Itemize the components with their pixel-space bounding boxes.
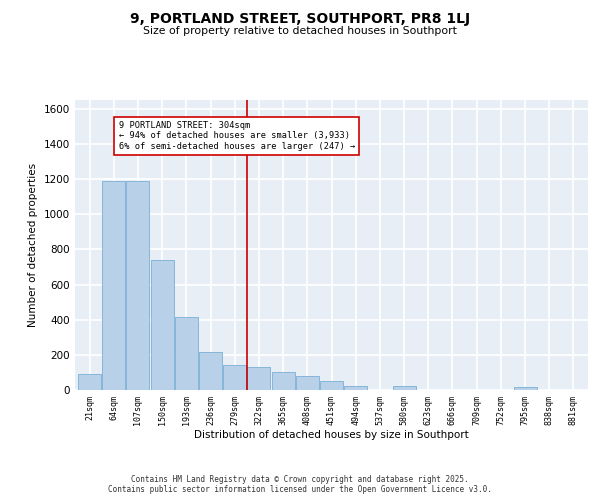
Bar: [78, 374, 101, 390]
Bar: [102, 181, 125, 390]
Text: Size of property relative to detached houses in Southport: Size of property relative to detached ho…: [143, 26, 457, 36]
Bar: [247, 367, 271, 390]
Bar: [272, 372, 295, 390]
Bar: [514, 387, 536, 390]
Bar: [199, 352, 222, 390]
X-axis label: Distribution of detached houses by size in Southport: Distribution of detached houses by size …: [194, 430, 469, 440]
Text: 9, PORTLAND STREET, SOUTHPORT, PR8 1LJ: 9, PORTLAND STREET, SOUTHPORT, PR8 1LJ: [130, 12, 470, 26]
Bar: [296, 376, 319, 390]
Bar: [320, 381, 343, 390]
Text: Contains HM Land Registry data © Crown copyright and database right 2025.
Contai: Contains HM Land Registry data © Crown c…: [108, 474, 492, 494]
Bar: [127, 181, 149, 390]
Bar: [392, 386, 416, 390]
Text: 9 PORTLAND STREET: 304sqm
← 94% of detached houses are smaller (3,933)
6% of sem: 9 PORTLAND STREET: 304sqm ← 94% of detac…: [119, 121, 355, 151]
Bar: [223, 364, 246, 390]
Bar: [344, 386, 367, 390]
Y-axis label: Number of detached properties: Number of detached properties: [28, 163, 38, 327]
Bar: [151, 260, 173, 390]
Bar: [175, 317, 198, 390]
